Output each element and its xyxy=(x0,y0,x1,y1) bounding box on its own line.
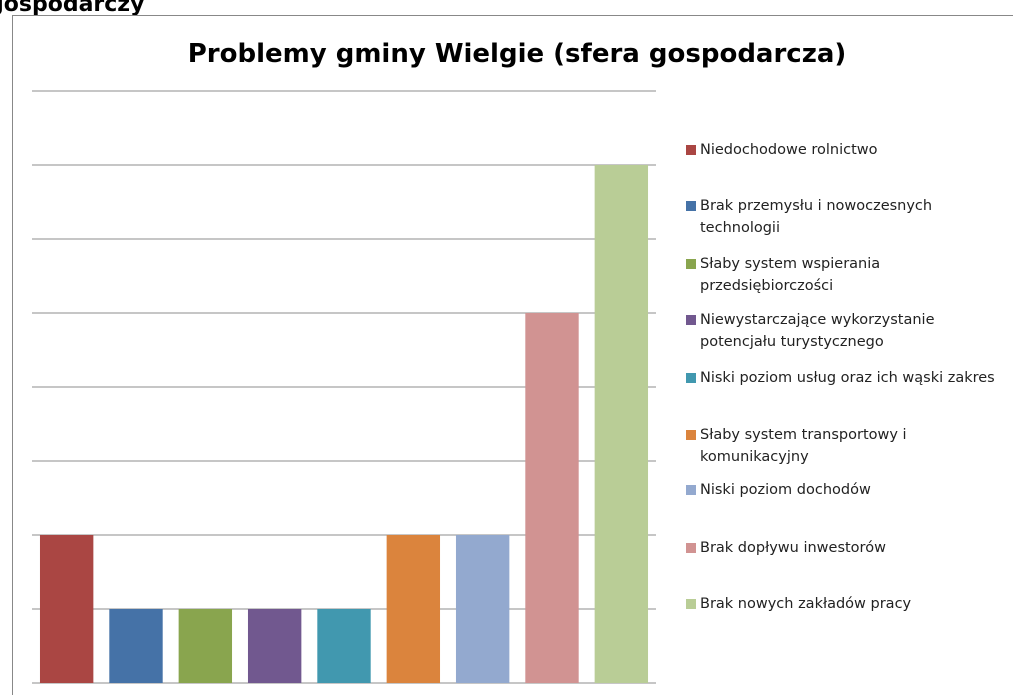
bar xyxy=(178,609,233,683)
bar xyxy=(525,313,579,683)
legend-swatch xyxy=(686,485,696,495)
legend-label: Brak przemysłu i nowoczesnych technologi… xyxy=(700,198,933,236)
bar xyxy=(455,535,510,683)
legend-swatch xyxy=(686,430,696,440)
bar xyxy=(317,609,371,683)
legend-label: Niedochodowe rolnictwo xyxy=(700,142,878,158)
legend-label: Słaby system transportowy i komunikacyjn… xyxy=(700,427,907,465)
bar xyxy=(39,535,94,683)
legend-entry: Słaby system transportowy i komunikacyjn… xyxy=(686,424,1006,468)
header-text: gospodarczy xyxy=(0,0,145,17)
legend-entry: Niewystarczające wykorzystanie potencjał… xyxy=(686,309,1006,353)
legend-label: Niski poziom usług oraz ich wąski zakres xyxy=(700,370,995,386)
legend-label: Niski poziom dochodów xyxy=(700,482,871,498)
legend-swatch xyxy=(686,201,696,211)
legend-entry: Niski poziom usług oraz ich wąski zakres xyxy=(686,367,1006,389)
legend-entry: Brak przemysłu i nowoczesnych technologi… xyxy=(686,195,1006,239)
chart-title: Problemy gminy Wielgie (sfera gospodarcz… xyxy=(188,39,847,69)
legend-entry: Brak nowych zakładów pracy xyxy=(686,593,1006,615)
legend-entry: Brak dopływu inwestorów xyxy=(686,537,1006,559)
legend-swatch xyxy=(686,373,696,383)
bar xyxy=(594,165,649,683)
legend-swatch xyxy=(686,315,696,325)
legend-swatch xyxy=(686,599,696,609)
legend-swatch xyxy=(686,259,696,269)
legend-entry: Niski poziom dochodów xyxy=(686,479,1006,501)
bar xyxy=(247,609,302,683)
legend-label: Niewystarczające wykorzystanie potencjał… xyxy=(700,312,935,350)
bar xyxy=(109,609,163,683)
legend-label: Słaby system wspierania przedsiębiorczoś… xyxy=(700,256,881,294)
legend-entry: Słaby system wspierania przedsiębiorczoś… xyxy=(686,253,1006,297)
bar xyxy=(386,535,441,683)
legend-label: Brak nowych zakładów pracy xyxy=(700,596,912,612)
chart-frame xyxy=(12,15,1013,695)
legend-entry: Niedochodowe rolnictwo xyxy=(686,139,1006,161)
legend-swatch xyxy=(686,145,696,155)
legend-label: Brak dopływu inwestorów xyxy=(700,540,886,556)
legend-swatch xyxy=(686,543,696,553)
